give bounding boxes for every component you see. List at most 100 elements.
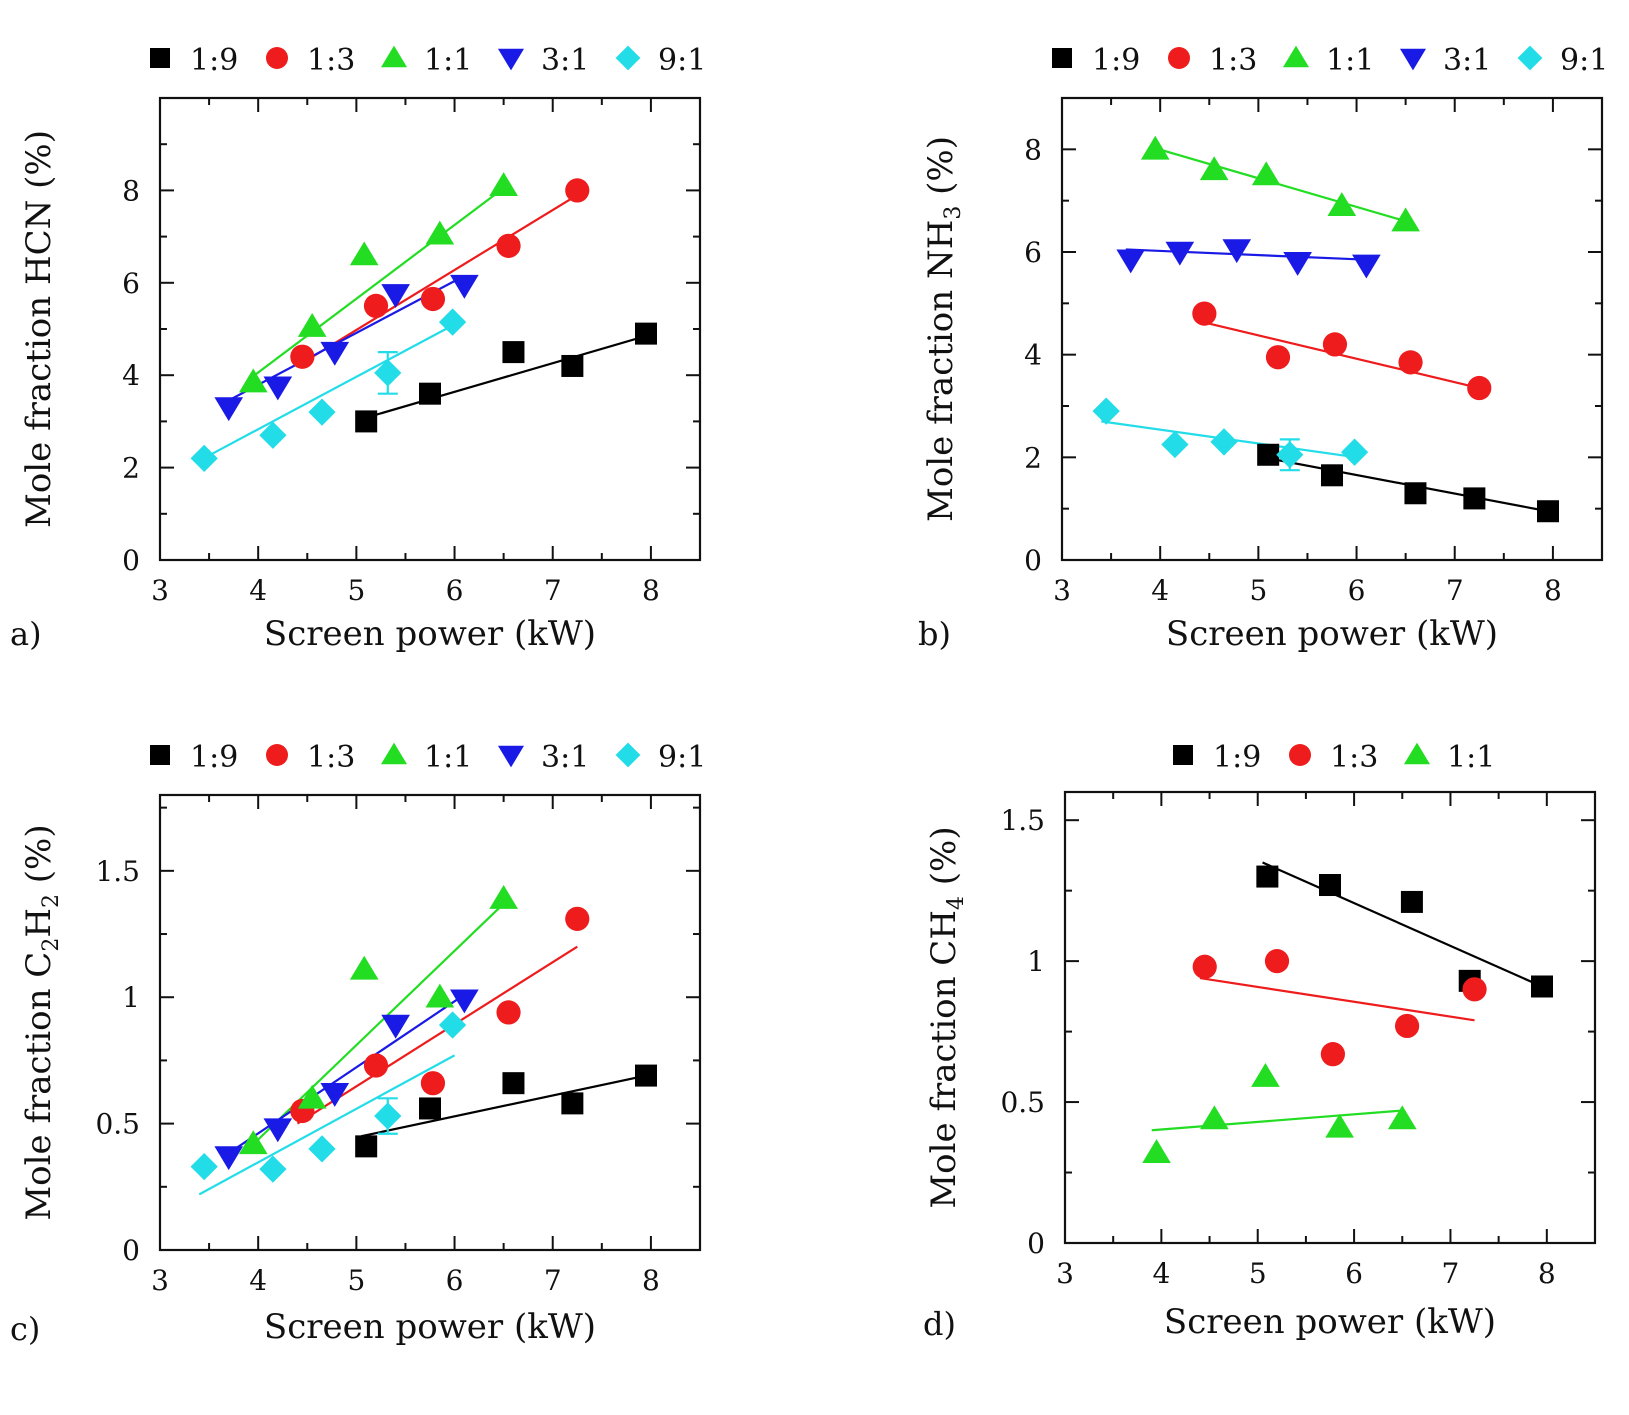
data-point [238,368,268,393]
legend-marker [266,47,288,69]
fit-line [247,187,505,381]
x-tick-label: 6 [446,574,464,607]
x-tick-label: 7 [1442,1257,1460,1290]
data-point [1192,301,1217,326]
legend-label: 9:1 [658,43,706,78]
x-tick-label: 3 [151,1264,169,1297]
legend-marker [1173,745,1193,765]
data-point [214,1146,244,1171]
legend-marker [1517,45,1543,71]
fit-line [198,323,456,462]
legend-label: 1:1 [424,43,472,78]
data-point [425,983,455,1008]
x-tick-label: 5 [1249,574,1267,607]
data-point [1340,438,1369,466]
y-tick-label: 8 [122,174,140,207]
data-point [1200,1105,1229,1130]
data-point [1116,249,1146,274]
y-axis-label-part: (%) [921,136,961,206]
y-axis-label: Mole fraction NH3 (%) [921,136,966,522]
x-tick-label: 6 [1345,1257,1363,1290]
data-point [259,421,287,449]
fit-line [247,902,505,1150]
x-tick-label: 8 [1544,574,1562,607]
data-point [419,1097,441,1120]
data-point [1264,949,1290,974]
fit-line [296,194,578,367]
x-tick-label: 8 [642,1264,660,1297]
data-point [438,308,467,336]
data-point [438,1011,467,1039]
y-tick-label: 1 [1027,945,1045,978]
data-point [489,172,518,197]
data-point [1322,332,1348,357]
x-tick-label: 8 [642,574,660,607]
data-point [363,293,389,318]
data-point [450,989,479,1014]
panel-label: c) [10,1310,40,1348]
x-tick-label: 4 [1152,1257,1170,1290]
plot-frame [158,96,702,562]
data-point [496,1000,521,1025]
data-point [561,1092,584,1115]
data-point [1251,161,1281,186]
fit-line [361,1074,647,1138]
data-point [1321,464,1343,487]
data-point [496,233,521,258]
legend-marker [1282,45,1310,68]
x-tick-label: 7 [544,1264,562,1297]
data-point [374,359,402,387]
x-tick-label: 4 [249,1264,267,1297]
x-axis-label: Screen power (kW) [264,1307,596,1347]
y-axis-label-part: (%) [924,826,964,896]
y-tick-label: 0 [122,544,140,577]
y-axis-label-part: (%) [19,824,59,894]
y-tick-label: 2 [1024,441,1042,474]
y-axis-label-part: Mole fraction NH [921,220,961,522]
plot-frame [158,793,702,1252]
x-tick-label: 3 [1053,574,1071,607]
panel-2: 3 4 5 6 7 8 0 2 4 6 8 Screen power (kW) Mole fractio… [918,43,1608,654]
legend-label: 1:3 [1209,43,1257,78]
y-tick-label: 6 [122,267,140,300]
x-tick-label: 6 [1348,574,1366,607]
data-point [290,344,315,369]
data-point [561,354,584,377]
y-axis-label-part: Mole fraction CH [924,910,964,1209]
y-axis-label-subscript: 3 [941,206,966,220]
legend-marker [150,745,170,765]
data-point [190,1152,218,1181]
y-axis-label-subscript: 2 [39,938,64,952]
data-point [363,1053,389,1078]
y-tick-label: 0 [122,1234,140,1267]
data-point [1327,192,1357,217]
legend-marker [1289,744,1311,766]
y-tick-label: 0 [1027,1227,1045,1260]
y-axis-label-subscript: 2 [39,894,64,908]
plot-frame [1060,96,1604,562]
fit-line [198,1054,456,1196]
legend-label: 1:9 [1213,740,1261,775]
data-point [1387,1105,1417,1130]
panel-3: 3 4 5 6 7 8 0 0.5 1 1.5 Screen power (kW) Mole frac… [10,740,706,1348]
x-axis-label: Screen power (kW) [1166,614,1498,654]
y-tick-label: 8 [1024,133,1042,166]
data-point [1192,954,1217,979]
y-tick-label: 1.5 [95,855,140,888]
legend-label: 9:1 [658,740,706,775]
legend-marker [1168,47,1190,69]
fit-line [1151,1109,1403,1132]
x-axis-label: Screen power (kW) [1164,1302,1496,1342]
legend-marker [1052,48,1072,68]
y-tick-label: 1 [122,981,140,1014]
data-point [1161,430,1189,459]
legend-label: 1:1 [424,740,472,775]
x-tick-label: 4 [249,574,267,607]
data-point [1537,500,1559,523]
x-tick-label: 5 [347,1264,365,1297]
data-point [1210,428,1238,456]
legend-label: 1:3 [1330,740,1378,775]
legend-label: 3:1 [1443,43,1491,78]
data-point [1325,1113,1354,1138]
data-point [419,382,441,405]
